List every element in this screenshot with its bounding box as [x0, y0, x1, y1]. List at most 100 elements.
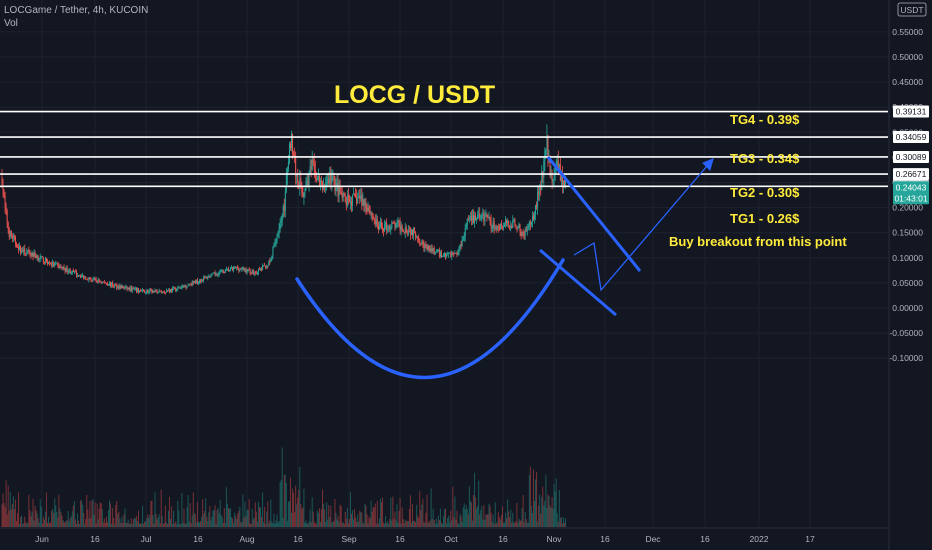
candle-body-274 — [284, 191, 286, 211]
x-tick-label-7: 16 — [395, 534, 405, 544]
volume-bar-0 — [1, 504, 3, 527]
volume-bar-499 — [517, 523, 519, 527]
volume-bar-493 — [511, 522, 513, 527]
candle-body-106 — [111, 282, 113, 286]
volume-bar-428 — [444, 508, 446, 527]
candle-body-10 — [11, 235, 13, 240]
x-tick-label-14: 2022 — [750, 534, 769, 544]
volume-bar-242 — [251, 508, 253, 527]
candle-body-413 — [428, 245, 430, 249]
volume-bar-123 — [128, 523, 130, 527]
volume-bar-151 — [157, 517, 159, 527]
volume-bar-239 — [248, 499, 250, 527]
volume-bar-489 — [507, 499, 509, 527]
candle-body-457 — [474, 215, 476, 224]
candle-body-424 — [439, 252, 441, 256]
candle-body-200 — [208, 275, 210, 278]
candle-body-224 — [233, 267, 235, 270]
candle-body-55 — [58, 265, 60, 269]
volume-bar-230 — [239, 506, 241, 527]
candle-body-425 — [440, 252, 442, 257]
candle-body-166 — [173, 287, 175, 289]
candle-body-167 — [174, 287, 176, 289]
candle-body-483 — [500, 223, 502, 227]
candle-body-372 — [386, 222, 388, 230]
volume-bar-235 — [244, 501, 246, 527]
candle-body-361 — [374, 219, 376, 225]
candle-body-429 — [445, 253, 447, 257]
candle-body-466 — [483, 213, 485, 222]
volume-bar-98 — [102, 522, 104, 527]
volume-bar-108 — [113, 517, 115, 527]
candle-body-119 — [124, 287, 126, 289]
candle-body-111 — [116, 284, 118, 288]
candle-body-459 — [476, 218, 478, 221]
candle-body-179 — [186, 286, 188, 288]
volume-bar-84 — [88, 518, 90, 527]
candle-body-439 — [455, 253, 457, 254]
volume-bar-541 — [560, 517, 562, 527]
volume-bar-537 — [556, 513, 558, 527]
volume-bar-208 — [216, 509, 218, 527]
candle-body-398 — [413, 227, 415, 236]
volume-bar-520 — [539, 494, 541, 527]
candle-body-284 — [295, 155, 297, 177]
volume-bar-334 — [346, 507, 348, 527]
volume-bar-26 — [28, 494, 30, 527]
volume-bar-529 — [548, 496, 550, 527]
volume-bar-416 — [431, 518, 433, 527]
candle-body-233 — [242, 267, 244, 269]
candle-body-342 — [355, 194, 357, 197]
candle-body-290 — [301, 184, 303, 193]
volume-bar-207 — [215, 523, 217, 527]
candle-body-440 — [456, 253, 458, 255]
candle-body-464 — [481, 215, 483, 217]
candle-body-282 — [293, 152, 295, 156]
candle-body-318 — [330, 174, 332, 183]
volume-bar-305 — [316, 510, 318, 527]
volume-bar-55 — [58, 494, 60, 527]
volume-bar-130 — [135, 516, 137, 527]
volume-bar-64 — [67, 511, 69, 527]
volume-bar-157 — [163, 522, 165, 527]
candle-body-9 — [10, 230, 12, 236]
volume-bar-121 — [126, 522, 128, 527]
currency-label: USDT — [900, 5, 923, 15]
volume-bar-273 — [283, 475, 285, 527]
candle-body-444 — [460, 245, 462, 247]
volume-bar-72 — [75, 523, 77, 527]
volume-bar-304 — [315, 523, 317, 527]
volume-bar-78 — [82, 504, 84, 527]
volume-bar-9 — [10, 509, 12, 527]
candle-body-221 — [230, 267, 232, 270]
volume-bar-138 — [144, 521, 146, 527]
candle-body-295 — [306, 180, 308, 182]
volume-bar-343 — [356, 521, 358, 527]
candle-body-201 — [209, 275, 211, 278]
volume-bar-532 — [551, 496, 553, 527]
candle-body-69 — [72, 270, 74, 272]
candle-body-325 — [337, 183, 339, 197]
candle-body-87 — [91, 280, 93, 281]
volume-bar-485 — [502, 522, 504, 527]
volume-bar-20 — [22, 523, 24, 527]
candle-body-128 — [133, 288, 135, 290]
candle-body-17 — [19, 245, 21, 250]
volume-bar-12 — [13, 509, 15, 527]
volume-bar-124 — [129, 523, 131, 527]
volume-bar-441 — [457, 523, 459, 527]
candle-body-298 — [309, 166, 311, 173]
volume-bar-32 — [34, 505, 36, 527]
candle-body-319 — [331, 177, 333, 183]
volume-bar-278 — [288, 501, 290, 527]
candle-body-70 — [73, 271, 75, 273]
candle-body-230 — [239, 268, 241, 271]
candle-body-242 — [251, 270, 253, 274]
volume-bar-47 — [50, 522, 52, 527]
volume-bar-543 — [562, 517, 564, 527]
candle-body-240 — [249, 270, 251, 274]
candle-body-488 — [506, 220, 508, 224]
candle-body-499 — [517, 227, 519, 229]
candle-body-234 — [243, 267, 245, 271]
